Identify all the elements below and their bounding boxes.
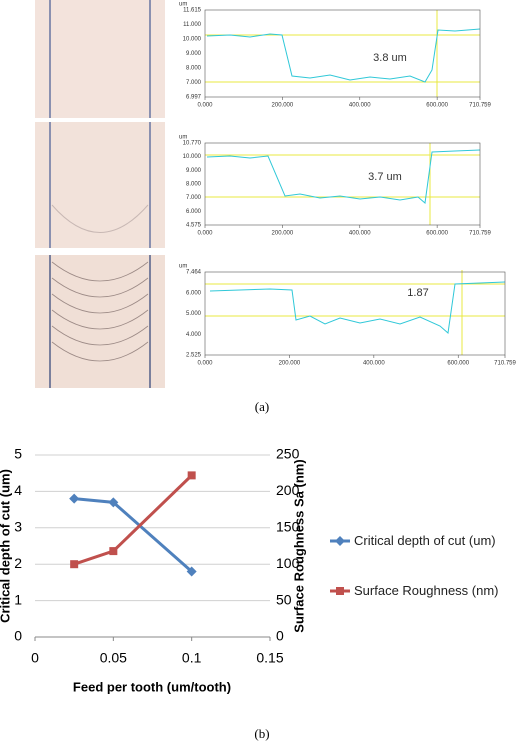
y-tick-label: 9.000 (186, 168, 202, 174)
y-tick-label: 7.000 (186, 195, 202, 201)
y2-tick-label: 150 (276, 519, 300, 535)
data-point (109, 547, 118, 556)
y-tick-label: 2.525 (186, 353, 202, 359)
y2-tick-label: 50 (276, 591, 292, 607)
y2-axis-title: Surface Roughness Sa (nm) (291, 459, 306, 632)
y-tick-label: 2 (14, 555, 22, 571)
y-tick-label: 4 (14, 482, 22, 498)
y-tick-label: 10.000 (183, 154, 202, 160)
profile-trace (205, 10, 506, 355)
data-line (74, 497, 193, 573)
x-axis-title: Feed per tooth (um/tooth) (73, 679, 231, 694)
y-tick-label: 7.000 (186, 80, 202, 86)
y-tick-label: 7.464 (186, 270, 202, 276)
data-point (70, 560, 79, 569)
x-tick-label: 0.1 (182, 650, 202, 666)
annotation: 1.87 (407, 287, 428, 299)
y-tick-label: 8.000 (186, 66, 202, 72)
legend-label: Surface Roughness (nm) (354, 583, 499, 598)
y2-tick-label: 0 (276, 628, 284, 644)
micrograph (35, 0, 165, 118)
x-tick-label: 200.000 (272, 103, 294, 109)
y-axis-title: Critical depth of cut (um) (0, 469, 12, 623)
y-tick-label: 10.770 (183, 141, 202, 147)
panel-label: (b) (254, 726, 269, 741)
plot-frame (204, 271, 506, 356)
y2-tick-label: 100 (276, 555, 300, 571)
legend-marker (335, 536, 345, 546)
legend-label: Critical depth of cut (um) (354, 533, 496, 548)
y-tick-label: 8.000 (186, 182, 202, 188)
x-tick-label: 0.000 (197, 231, 213, 237)
x-tick-label: 200.000 (279, 361, 301, 367)
x-tick-label: 0.000 (197, 361, 213, 367)
x-tick-label: 710.759 (494, 361, 516, 367)
y-tick-label: 5.000 (186, 311, 202, 317)
annotation: 3.7 um (368, 171, 402, 183)
data-point (108, 497, 119, 508)
x-tick-label: 400.000 (349, 103, 371, 109)
x-tick-label: 710.759 (469, 231, 491, 237)
annotation: 3.8 um (373, 52, 407, 64)
panel-label: (a) (255, 399, 269, 414)
x-tick-label: 600.000 (426, 231, 448, 237)
y-tick-label: 3 (14, 519, 22, 535)
y-tick-label: 0 (14, 628, 22, 644)
y2-tick-label: 250 (276, 446, 300, 462)
y-tick-label: 6.997 (186, 95, 202, 101)
unit-label: um (179, 2, 187, 8)
unit-label: um (179, 135, 187, 141)
unit-label: um (179, 264, 187, 270)
y-tick-label: 4.000 (186, 332, 202, 338)
y-tick-label: 6.000 (186, 209, 202, 215)
y-tick-label: 6.000 (186, 290, 202, 296)
x-tick-label: 0.000 (197, 103, 213, 109)
x-tick-label: 600.000 (426, 103, 448, 109)
x-tick-label: 0.05 (100, 650, 127, 666)
y-tick-label: 5 (14, 446, 22, 462)
x-tick-label: 200.000 (272, 231, 294, 237)
y-tick-label: 4.575 (186, 223, 202, 229)
y-tick-label: 9.000 (186, 51, 202, 57)
x-tick-label: 600.000 (447, 361, 469, 367)
plot-frame (204, 9, 481, 98)
micrograph (35, 122, 165, 248)
legend-marker (336, 587, 344, 595)
x-tick-label: 710.759 (469, 103, 491, 109)
x-tick-label: 0 (31, 650, 39, 666)
y-tick-label: 1 (14, 591, 22, 607)
data-point (187, 471, 196, 480)
plot-frame (204, 142, 481, 226)
y-tick-label: 11.615 (183, 8, 202, 14)
x-tick-label: 400.000 (363, 361, 385, 367)
micrograph (35, 255, 165, 388)
x-tick-label: 400.000 (349, 231, 371, 237)
data-point (186, 566, 197, 577)
y-tick-label: 11.000 (183, 22, 202, 28)
y-tick-label: 10.000 (183, 37, 202, 43)
y2-tick-label: 200 (276, 482, 300, 498)
data-point (69, 493, 80, 504)
x-tick-label: 0.15 (256, 650, 283, 666)
